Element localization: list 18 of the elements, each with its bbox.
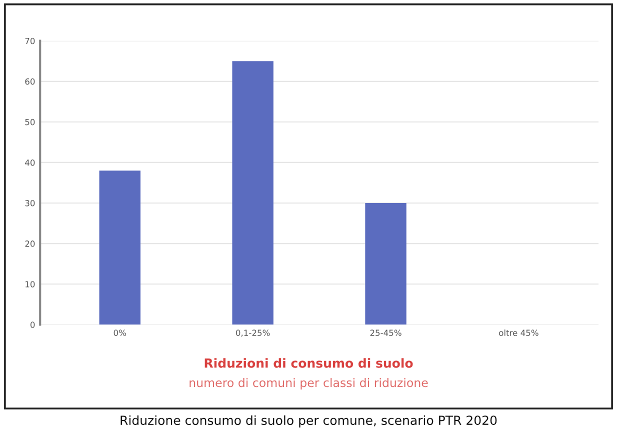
bar [99,170,140,325]
y-tick-label: 10 [26,281,35,288]
y-tick-label: 30 [25,200,35,206]
y-tick-label: 40 [25,159,35,166]
y-tick-label: 50 [25,118,35,126]
y-tick-label: 70 [25,38,35,44]
y-tick-label: 60 [25,78,35,85]
text: Riduzioni di consumo di suolo [204,358,413,368]
x-tick-label: 0,1-25% [236,330,270,337]
text: numero di comuni per classi di riduzione [190,378,428,390]
y-tick-label: 20 [25,240,35,247]
y-tick-label: 0 [30,322,35,328]
x-tick-label: 25-45% [370,330,402,336]
bar [365,203,406,325]
x-tick-label: 0% [114,330,126,336]
x-tick-label: oltre 45% [499,330,538,336]
bar [232,61,274,325]
text: Riduzione consumo di suolo per comune, scenario PTR 2020 [120,415,497,428]
